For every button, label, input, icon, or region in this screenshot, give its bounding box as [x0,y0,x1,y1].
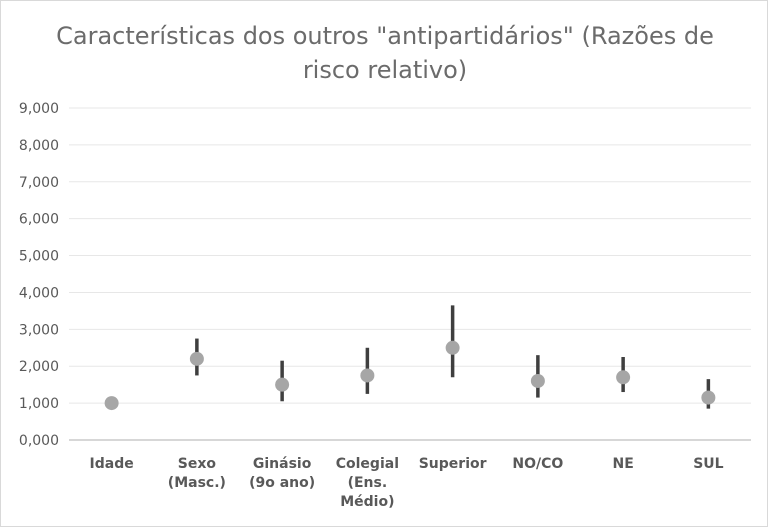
y-tick-label: 5,000 [19,249,59,265]
chart-title: Características dos outros "antipartidár… [1,19,768,87]
x-category-label: Superior [419,456,487,472]
x-category-label: (Masc.) [168,475,226,491]
y-tick-label: 8,000 [19,138,59,154]
y-tick-label: 7,000 [19,175,59,191]
y-tick-label: 9,000 [19,101,59,117]
y-tick-label: 3,000 [19,322,59,338]
x-category-label: Idade [90,456,134,472]
y-tick-label: 6,000 [19,212,59,228]
x-category-label: Sexo [178,456,217,472]
x-category-label: SUL [693,456,723,472]
data-point [530,373,545,388]
data-point [445,340,460,355]
x-category-label: Colegial [336,456,399,472]
y-tick-label: 0,000 [19,433,59,449]
y-tick-label: 1,000 [19,396,59,412]
data-point [360,368,375,383]
chart-title-line-2: risco relativo) [302,56,468,84]
data-point [189,351,204,366]
x-category-label: (Ens. [348,475,388,491]
data-point [616,370,631,385]
data-point [104,396,119,411]
x-category-label: Ginásio [253,456,312,472]
x-category-label: (9o ano) [249,475,315,491]
data-point [701,390,716,405]
x-category-label: NO/CO [512,456,563,472]
x-category-label: NE [612,456,633,472]
y-tick-label: 2,000 [19,359,59,375]
x-category-label: Médio) [340,494,394,510]
y-tick-label: 4,000 [19,285,59,301]
chart-title-line-1: Características dos outros "antipartidár… [56,22,714,50]
data-point [275,377,290,392]
